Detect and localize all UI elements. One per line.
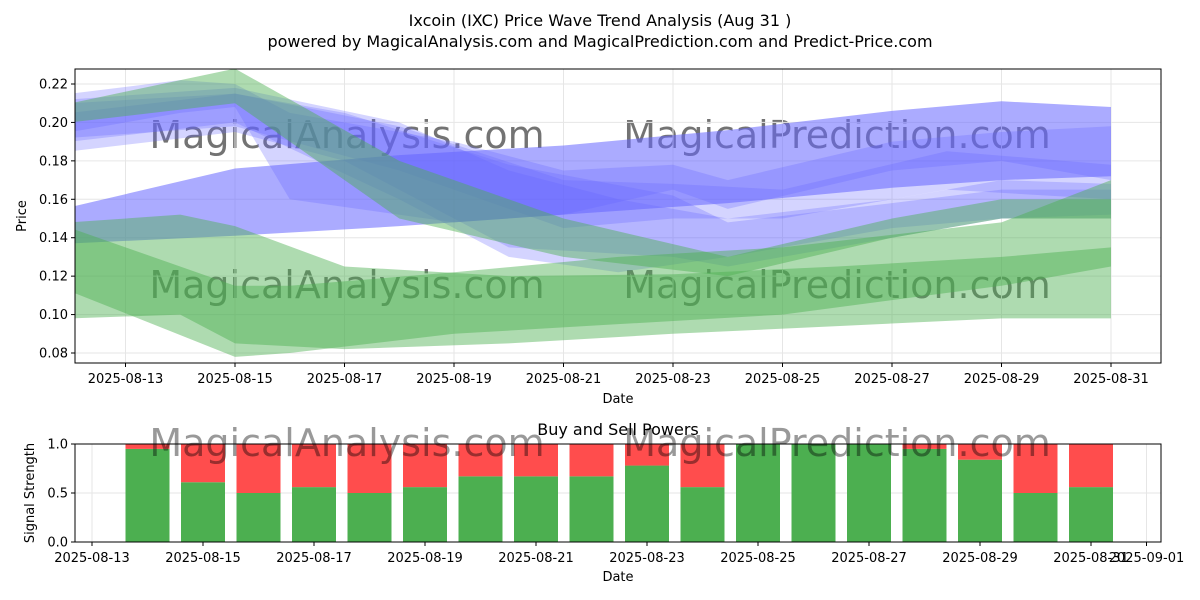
price-x-tick-label: 2025-08-27 xyxy=(854,372,930,387)
price-x-tick-label: 2025-08-31 xyxy=(1073,372,1149,387)
buy-power-bar xyxy=(236,493,281,542)
buy-power-bar xyxy=(569,476,614,542)
power-y-tick-label: 1.0 xyxy=(47,438,68,453)
sell-power-bar xyxy=(125,444,170,449)
price-x-tick-label: 2025-08-15 xyxy=(197,372,273,387)
power-x-tick-label: 2025-09-01 xyxy=(1109,551,1185,566)
buy-power-bar xyxy=(1069,487,1113,542)
power-bars xyxy=(125,444,1113,542)
chart-subtitle: powered by MagicalAnalysis.com and Magic… xyxy=(267,32,932,51)
sell-power-bar xyxy=(902,444,947,449)
sell-power-bar xyxy=(958,444,1002,460)
sell-power-bar xyxy=(625,444,669,466)
price-x-axis-label: Date xyxy=(602,392,633,407)
buy-power-bar xyxy=(847,444,891,542)
power-x-ticks: 2025-08-13 2025-08-15 2025-08-17 2025-08-19… xyxy=(54,542,1184,566)
price-wave-band-green xyxy=(75,69,1111,277)
sell-power-bar xyxy=(292,444,336,488)
price-x-tick-label: 2025-08-25 xyxy=(745,372,821,387)
power-x-tick-label: 2025-08-19 xyxy=(387,551,463,566)
buy-power-bar xyxy=(680,487,725,542)
price-y-tick-label: 0.22 xyxy=(39,78,68,93)
power-y-tick-label: 0.5 xyxy=(47,487,68,502)
price-x-tick-label: 2025-08-19 xyxy=(416,372,492,387)
price-wave-band-blue xyxy=(75,93,1111,229)
price-y-tick-label: 0.08 xyxy=(39,347,68,362)
sell-power-bar xyxy=(347,444,392,493)
buy-power-bar xyxy=(403,487,447,542)
buy-power-bar xyxy=(125,448,170,542)
buy-power-bar xyxy=(902,448,947,542)
price-wave-band-blue xyxy=(75,80,1111,223)
power-y-axis-label: Signal Strength xyxy=(23,443,38,543)
price-wave-bands xyxy=(75,69,1111,357)
sell-power-bar xyxy=(514,444,558,477)
buy-power-bar xyxy=(1013,493,1058,542)
price-x-tick-label: 2025-08-23 xyxy=(635,372,711,387)
price-y-tick-label: 0.18 xyxy=(39,154,68,169)
price-x-tick-label: 2025-08-29 xyxy=(964,372,1040,387)
power-chart-title: Buy and Sell Powers xyxy=(537,420,699,439)
power-x-tick-label: 2025-08-29 xyxy=(942,551,1018,566)
buy-power-bar xyxy=(181,482,225,542)
price-x-tick-label: 2025-08-17 xyxy=(307,372,383,387)
sell-power-bar xyxy=(181,444,225,483)
buy-power-bar xyxy=(958,459,1002,542)
sell-power-bar xyxy=(1069,444,1113,488)
watermark-layer-bottom: MagicalAnalysis.com MagicalPrediction.com xyxy=(149,421,1050,465)
power-y-ticks: 0.0 0.5 1.0 xyxy=(47,438,75,551)
price-wave-band-green xyxy=(75,214,1111,350)
sell-power-bar xyxy=(236,444,281,493)
power-x-tick-label: 2025-08-25 xyxy=(720,551,796,566)
power-x-tick-label: 2025-08-27 xyxy=(831,551,907,566)
buy-power-bar xyxy=(347,493,392,542)
price-x-tick-label: 2025-08-21 xyxy=(526,372,602,387)
price-x-ticks: 2025-08-13 2025-08-15 2025-08-17 2025-08-19… xyxy=(88,363,1149,387)
watermark-text: MagicalPrediction.com xyxy=(623,263,1051,307)
sell-power-bar xyxy=(569,444,614,477)
buy-power-bar xyxy=(292,487,336,542)
price-y-tick-label: 0.14 xyxy=(39,231,68,246)
buy-power-bar xyxy=(514,476,558,542)
power-x-tick-label: 2025-08-31 xyxy=(1053,551,1129,566)
power-x-tick-label: 2025-08-13 xyxy=(54,551,130,566)
price-y-tick-label: 0.20 xyxy=(39,116,68,131)
price-plot-frame xyxy=(74,68,1162,364)
sell-power-bar xyxy=(680,444,725,488)
power-x-tick-label: 2025-08-15 xyxy=(165,551,241,566)
watermark-text: MagicalPrediction.com xyxy=(623,421,1051,465)
watermark-text: MagicalAnalysis.com xyxy=(149,421,544,465)
price-y-tick-label: 0.12 xyxy=(39,270,68,285)
sell-power-bar xyxy=(1013,444,1058,493)
power-x-tick-label: 2025-08-17 xyxy=(276,551,352,566)
chart-title: Ixcoin (IXC) Price Wave Trend Analysis (… xyxy=(409,11,792,30)
price-wave-band-blue xyxy=(75,101,1111,244)
power-x-tick-label: 2025-08-21 xyxy=(498,551,574,566)
watermark-text: MagicalAnalysis.com xyxy=(149,263,544,307)
price-x-tick-label: 2025-08-13 xyxy=(88,372,164,387)
power-x-tick-label: 2025-08-23 xyxy=(609,551,685,566)
buy-power-bar xyxy=(736,444,780,542)
watermark-text: MagicalAnalysis.com xyxy=(149,113,544,157)
price-y-axis-label: Price xyxy=(15,200,30,232)
buy-power-bar xyxy=(625,465,669,542)
price-y-tick-label: 0.16 xyxy=(39,193,68,208)
price-wave-band-blue xyxy=(75,93,1111,267)
price-wave-band-green xyxy=(75,180,1111,357)
price-y-ticks: 0.08 0.10 0.12 0.14 0.16 0.18 0.20 0.22 xyxy=(39,78,75,362)
sell-power-bar xyxy=(403,444,447,488)
buy-power-bar xyxy=(458,476,503,542)
sell-power-bar xyxy=(458,444,503,477)
price-y-tick-label: 0.10 xyxy=(39,308,68,323)
power-x-axis-label: Date xyxy=(602,570,633,585)
price-band-group xyxy=(75,69,1111,357)
buy-power-bar xyxy=(791,444,836,542)
price-wave-band-blue xyxy=(75,87,1111,273)
power-y-tick-label: 0.0 xyxy=(47,536,68,551)
